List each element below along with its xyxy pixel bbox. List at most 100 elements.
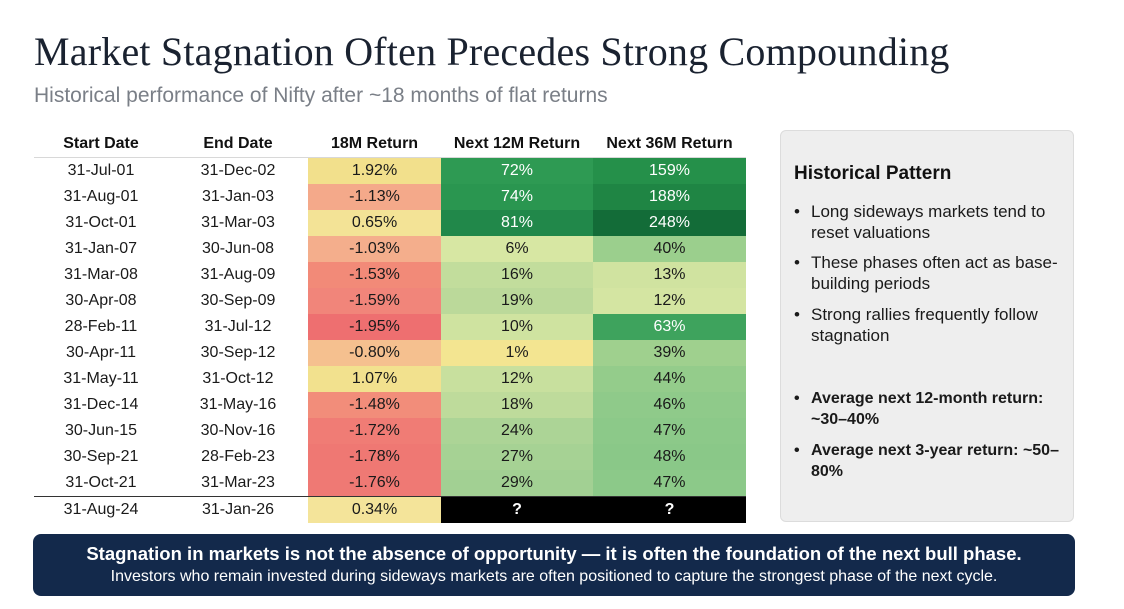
cell-next-12m-return: 12% — [441, 366, 593, 392]
cell-start-date: 30-Jun-15 — [64, 422, 138, 439]
cell-end-date: 30-Jun-08 — [201, 240, 275, 257]
header-start-date: Start Date — [63, 135, 139, 152]
banner-headline: Stagnation in markets is not the absence… — [86, 543, 1022, 564]
cell-next-12m-return: 6% — [441, 236, 593, 262]
cell-end-date: 28-Feb-23 — [201, 448, 275, 465]
cell-next-12m-return: 29% — [441, 470, 593, 497]
cell-next-12m-return: 72% — [441, 157, 593, 184]
cell-next-12m-return: 18% — [441, 392, 593, 418]
cell-end-date: 30-Sep-12 — [200, 344, 276, 361]
returns-table: Start Date End Date 18M Return Next 12M … — [34, 131, 746, 523]
cell-start-date: 31-Oct-01 — [65, 214, 137, 231]
pattern-point: • Long sideways markets tend to reset va… — [794, 202, 1046, 242]
cell-start-date: 31-Mar-08 — [64, 266, 138, 283]
cell-end-date: 31-Oct-12 — [202, 370, 274, 387]
cell-18m-return: -1.53% — [308, 262, 441, 288]
stat-point-12m: • Average next 12-month return: ~30–40% — [794, 390, 1044, 428]
header-end-date: End Date — [203, 135, 273, 152]
cell-next-12m-return: 27% — [441, 444, 593, 470]
cell-18m-return: 1.07% — [308, 366, 441, 392]
cell-next-36m-return: 46% — [593, 392, 746, 418]
cell-next-36m-return: 47% — [593, 470, 746, 497]
header-next-12m-return: Next 12M Return — [453, 135, 581, 152]
cell-next-36m-return: 39% — [593, 340, 746, 366]
table-row-current: 31-Aug-24 31-Jan-26 0.34% ? ? — [34, 496, 746, 523]
bullet-icon: • — [794, 442, 800, 459]
cell-end-date: 31-Aug-09 — [200, 266, 276, 283]
stat-point-3y: • Average next 3-year return: ~50–80% — [794, 442, 1059, 480]
cell-end-date: 31-May-16 — [199, 396, 277, 413]
historical-pattern-panel: Historical Pattern • Long sideways marke… — [780, 130, 1074, 522]
cell-next-12m-return: 24% — [441, 418, 593, 444]
table-row: 31-Dec-14 31-May-16 -1.48% 18% 46% — [34, 392, 746, 418]
cell-18m-return: 0.65% — [308, 210, 441, 236]
table-row: 30-Apr-11 30-Sep-12 -0.80% 1% 39% — [34, 340, 746, 366]
cell-next-36m-return: 47% — [593, 418, 746, 444]
cell-start-date: 31-May-11 — [63, 370, 139, 387]
cell-18m-return: -1.13% — [308, 184, 441, 210]
table-row: 31-Oct-21 31-Mar-23 -1.76% 29% 47% — [34, 470, 746, 497]
conclusion-banner: Stagnation in markets is not the absence… — [33, 534, 1075, 596]
cell-18m-return: 1.92% — [308, 157, 441, 184]
cell-next-12m-return: 1% — [441, 340, 593, 366]
cell-start-date: 31-Dec-14 — [63, 396, 139, 413]
cell-next-12m-return: 16% — [441, 262, 593, 288]
cell-next-36m-return: 13% — [593, 262, 746, 288]
cell-start-date: 31-Aug-01 — [63, 188, 139, 205]
cell-18m-return: -1.95% — [308, 314, 441, 340]
cell-next-36m-return: 63% — [593, 314, 746, 340]
cell-next-36m-return: 12% — [593, 288, 746, 314]
cell-end-date: 31-Dec-02 — [200, 162, 276, 179]
cell-start-date: 31-Aug-24 — [63, 501, 139, 518]
page-title: Market Stagnation Often Precedes Strong … — [34, 29, 950, 74]
table-row: 31-May-11 31-Oct-12 1.07% 12% 44% — [34, 366, 746, 392]
cell-end-date: 31-Jul-12 — [204, 318, 272, 335]
table-row: 30-Sep-21 28-Feb-23 -1.78% 27% 48% — [34, 444, 746, 470]
cell-end-date: 31-Jan-26 — [201, 501, 275, 518]
cell-start-date: 30-Apr-08 — [65, 292, 137, 309]
table-row: 31-Jan-07 30-Jun-08 -1.03% 6% 40% — [34, 236, 746, 262]
cell-18m-return: 0.34% — [308, 496, 441, 523]
header-next-36m-return: Next 36M Return — [606, 135, 733, 152]
cell-18m-return: -1.78% — [308, 444, 441, 470]
cell-next-36m-return: 188% — [593, 184, 746, 210]
cell-18m-return: -1.59% — [308, 288, 441, 314]
cell-next-12m-return: 81% — [441, 210, 593, 236]
banner-subtext: Investors who remain invested during sid… — [110, 568, 998, 585]
cell-next-12m-return-unknown: ? — [441, 496, 593, 523]
cell-next-12m-return: 10% — [441, 314, 593, 340]
panel-title: Historical Pattern — [794, 163, 952, 184]
cell-next-12m-return: 74% — [441, 184, 593, 210]
table-row: 30-Apr-08 30-Sep-09 -1.59% 19% 12% — [34, 288, 746, 314]
table-row: 28-Feb-11 31-Jul-12 -1.95% 10% 63% — [34, 314, 746, 340]
table-header-row: Start Date End Date 18M Return Next 12M … — [34, 131, 746, 158]
cell-start-date: 30-Apr-11 — [66, 344, 136, 361]
table-row: 31-Aug-01 31-Jan-03 -1.13% 74% 188% — [34, 184, 746, 210]
cell-next-36m-return: 48% — [593, 444, 746, 470]
cell-18m-return: -1.03% — [308, 236, 441, 262]
cell-next-36m-return: 40% — [593, 236, 746, 262]
cell-end-date: 31-Mar-03 — [201, 214, 275, 231]
pattern-point: • These phases often act as base-buildin… — [794, 253, 1058, 293]
cell-18m-return: -1.72% — [308, 418, 441, 444]
cell-start-date: 31-Oct-21 — [65, 474, 137, 491]
bullet-icon: • — [794, 390, 800, 407]
pattern-point: • Strong rallies frequently follow stagn… — [794, 305, 1038, 345]
header-18m-return: 18M Return — [330, 135, 419, 152]
cell-start-date: 31-Jul-01 — [67, 162, 135, 179]
table-row: 31-Jul-01 31-Dec-02 1.92% 72% 159% — [34, 157, 746, 184]
cell-next-36m-return-unknown: ? — [593, 496, 746, 523]
cell-18m-return: -1.48% — [308, 392, 441, 418]
cell-18m-return: -0.80% — [308, 340, 441, 366]
cell-start-date: 31-Jan-07 — [64, 240, 138, 257]
cell-end-date: 30-Sep-09 — [200, 292, 276, 309]
bullet-icon: • — [794, 305, 800, 324]
cell-next-12m-return: 19% — [441, 288, 593, 314]
table-row: 31-Mar-08 31-Aug-09 -1.53% 16% 13% — [34, 262, 746, 288]
page-subtitle: Historical performance of Nifty after ~1… — [34, 84, 608, 107]
cell-end-date: 31-Jan-03 — [201, 188, 275, 205]
bullet-icon: • — [794, 202, 800, 221]
cell-next-36m-return: 44% — [593, 366, 746, 392]
bullet-icon: • — [794, 253, 800, 272]
cell-18m-return: -1.76% — [308, 470, 441, 497]
